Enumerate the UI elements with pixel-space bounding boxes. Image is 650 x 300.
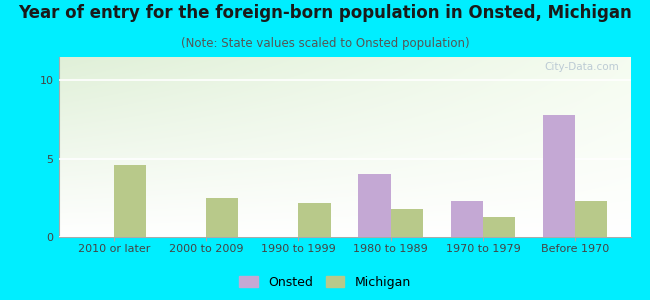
Bar	[543, 115, 575, 237]
Bar	[206, 198, 239, 237]
Bar	[483, 217, 515, 237]
Bar	[114, 165, 146, 237]
Bar	[450, 201, 483, 237]
Text: (Note: State values scaled to Onsted population): (Note: State values scaled to Onsted pop…	[181, 38, 469, 50]
Bar	[391, 209, 423, 237]
Bar	[298, 202, 331, 237]
Text: City-Data.com: City-Data.com	[544, 62, 619, 72]
Bar	[575, 201, 608, 237]
Bar	[358, 174, 391, 237]
Legend: Onsted, Michigan: Onsted, Michigan	[235, 271, 415, 294]
Text: Year of entry for the foreign-born population in Onsted, Michigan: Year of entry for the foreign-born popul…	[18, 4, 632, 22]
